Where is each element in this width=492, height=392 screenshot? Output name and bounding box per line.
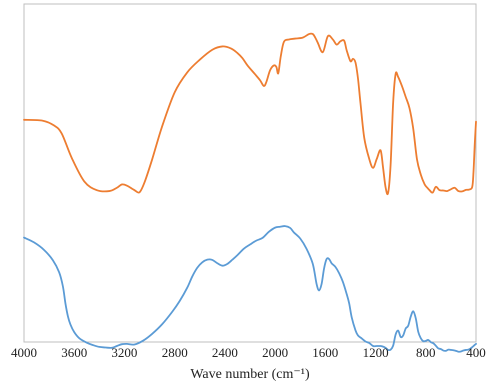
x-tick-label: 1200 (363, 345, 389, 360)
series-layer (23, 32, 477, 353)
x-tick-label: 3600 (61, 345, 87, 360)
x-tick-label: 2800 (162, 345, 188, 360)
x-tick-label: 2000 (262, 345, 288, 360)
x-tick-label: 1600 (312, 345, 338, 360)
x-tick-label: 3200 (111, 345, 137, 360)
x-tick-label: 4000 (11, 345, 37, 360)
x-axis-title: Wave number (cm⁻¹) (190, 367, 310, 382)
series-line-1 (23, 32, 477, 196)
series-line-2 (23, 225, 477, 353)
x-tick-label: 800 (416, 345, 436, 360)
plot-area-frame (23, 3, 477, 343)
x-tick-label: 2400 (212, 345, 238, 360)
x-tick-labels: 4000 3600 3200 2800 2400 2000 1600 1200 800 400 (11, 345, 486, 360)
x-tick-label: 400 (466, 345, 486, 360)
